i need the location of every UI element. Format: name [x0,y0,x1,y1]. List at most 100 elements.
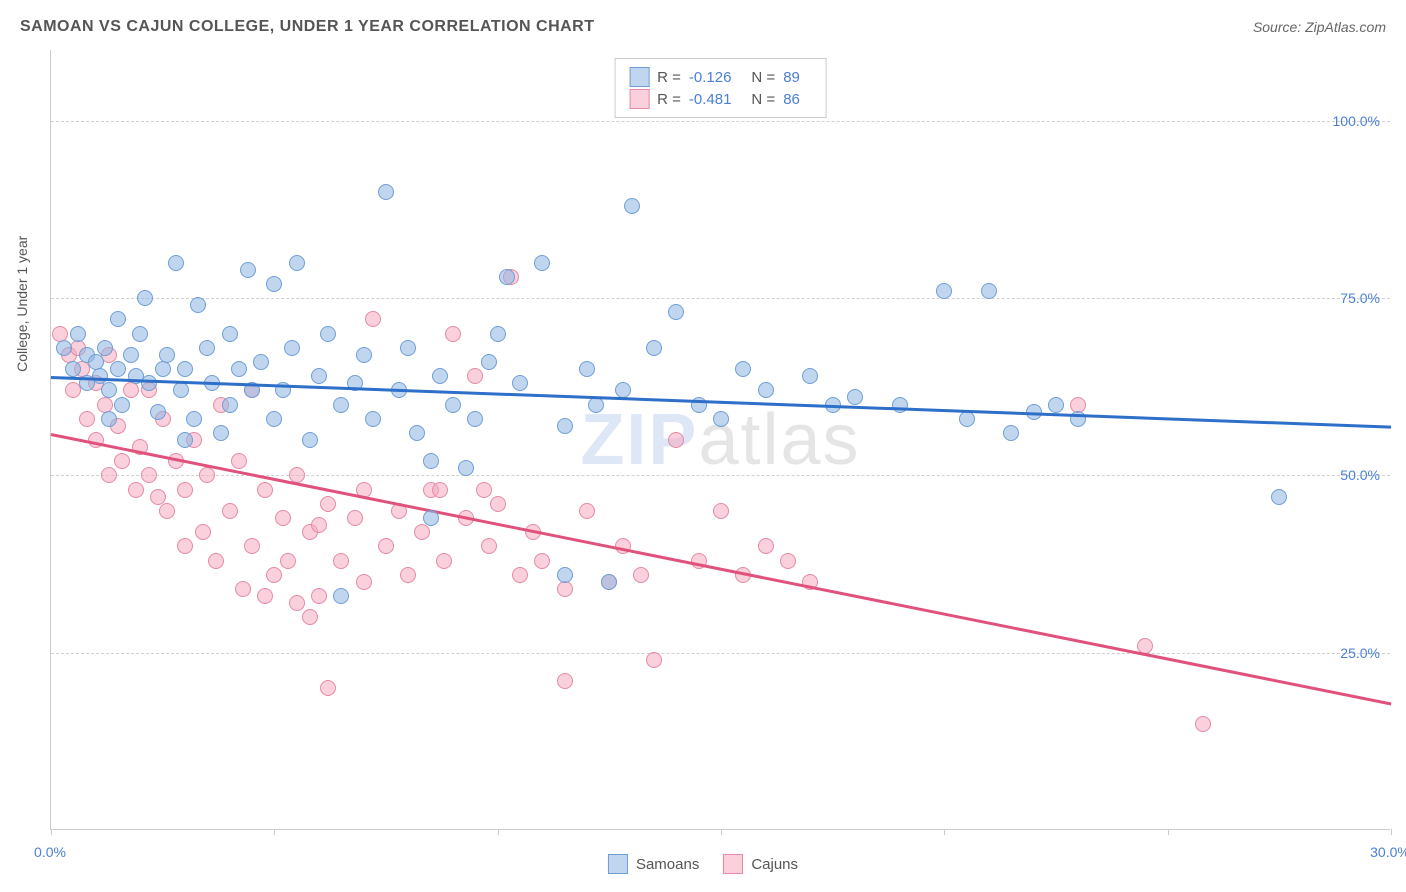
scatter-point-samoans [1271,489,1287,505]
scatter-point-samoans [123,347,139,363]
scatter-point-cajuns [320,496,336,512]
scatter-point-samoans [713,411,729,427]
legend-swatch-samoans [608,854,628,874]
scatter-point-samoans [173,382,189,398]
scatter-point-samoans [222,326,238,342]
scatter-point-cajuns [159,503,175,519]
scatter-point-samoans [101,382,117,398]
gridline [51,653,1390,654]
scatter-point-cajuns [114,453,130,469]
scatter-point-cajuns [333,553,349,569]
scatter-point-cajuns [713,503,729,519]
scatter-point-cajuns [633,567,649,583]
legend-swatch-samoans [629,67,649,87]
scatter-point-samoans [423,453,439,469]
legend-item-samoans: Samoans [608,854,699,874]
scatter-point-cajuns [177,482,193,498]
scatter-point-cajuns [311,517,327,533]
scatter-point-samoans [213,425,229,441]
scatter-point-samoans [959,411,975,427]
r-label: R = [657,69,681,86]
scatter-point-samoans [110,361,126,377]
scatter-point-samoans [512,375,528,391]
x-tick-label: 0.0% [34,844,66,860]
scatter-point-samoans [137,290,153,306]
plot-area: ZIPatlas R = -0.126 N = 89 R = -0.481 N … [50,50,1390,830]
scatter-point-cajuns [266,567,282,583]
scatter-point-samoans [110,311,126,327]
gridline [51,121,1390,122]
scatter-point-samoans [579,361,595,377]
scatter-point-samoans [365,411,381,427]
scatter-point-cajuns [79,411,95,427]
chart-container: SAMOAN VS CAJUN COLLEGE, UNDER 1 YEAR CO… [0,0,1406,892]
scatter-point-cajuns [436,553,452,569]
scatter-point-cajuns [257,482,273,498]
scatter-point-cajuns [128,482,144,498]
scatter-point-cajuns [320,680,336,696]
scatter-point-samoans [311,368,327,384]
scatter-point-cajuns [557,673,573,689]
scatter-point-cajuns [557,581,573,597]
x-tick [274,829,275,835]
scatter-point-cajuns [378,538,394,554]
scatter-point-samoans [101,411,117,427]
scatter-point-samoans [400,340,416,356]
x-tick [944,829,945,835]
scatter-point-samoans [409,425,425,441]
scatter-point-cajuns [481,538,497,554]
scatter-point-samoans [150,404,166,420]
scatter-point-samoans [624,198,640,214]
scatter-point-samoans [445,397,461,413]
scatter-point-cajuns [365,311,381,327]
scatter-point-samoans [155,361,171,377]
scatter-point-cajuns [534,553,550,569]
scatter-point-cajuns [1195,716,1211,732]
scatter-point-cajuns [400,567,416,583]
scatter-point-cajuns [280,553,296,569]
scatter-point-cajuns [490,496,506,512]
n-value-cajuns: 86 [783,91,800,108]
y-tick-label: 50.0% [1340,467,1380,483]
scatter-point-samoans [266,411,282,427]
legend-label-cajuns: Cajuns [751,856,798,873]
trend-line-cajuns [51,433,1391,705]
scatter-point-cajuns [347,510,363,526]
scatter-point-samoans [735,361,751,377]
scatter-point-samoans [253,354,269,370]
scatter-point-samoans [490,326,506,342]
r-value-cajuns: -0.481 [689,91,732,108]
scatter-point-samoans [159,347,175,363]
scatter-point-samoans [97,340,113,356]
n-label: N = [751,69,775,86]
source-label: Source: ZipAtlas.com [1253,19,1386,35]
scatter-point-samoans [432,368,448,384]
scatter-point-cajuns [244,538,260,554]
scatter-point-samoans [289,255,305,271]
scatter-point-cajuns [780,553,796,569]
scatter-point-samoans [557,567,573,583]
scatter-point-samoans [356,347,372,363]
chart-title: SAMOAN VS CAJUN COLLEGE, UNDER 1 YEAR CO… [20,18,595,36]
y-axis-title: College, Under 1 year [14,236,30,372]
legend-swatch-cajuns [723,854,743,874]
n-label: N = [751,91,775,108]
scatter-point-cajuns [123,382,139,398]
y-tick-label: 25.0% [1340,645,1380,661]
scatter-point-cajuns [467,368,483,384]
scatter-point-samoans [141,375,157,391]
scatter-point-samoans [758,382,774,398]
legend-stats-row-cajuns: R = -0.481 N = 86 [629,89,812,109]
scatter-point-cajuns [579,503,595,519]
scatter-point-cajuns [177,538,193,554]
scatter-point-samoans [231,361,247,377]
scatter-point-samoans [936,283,952,299]
legend-swatch-cajuns [629,89,649,109]
x-tick [721,829,722,835]
x-tick [1168,829,1169,835]
scatter-point-samoans [177,361,193,377]
scatter-point-cajuns [512,567,528,583]
scatter-point-samoans [499,269,515,285]
scatter-point-cajuns [231,453,247,469]
scatter-point-cajuns [101,467,117,483]
